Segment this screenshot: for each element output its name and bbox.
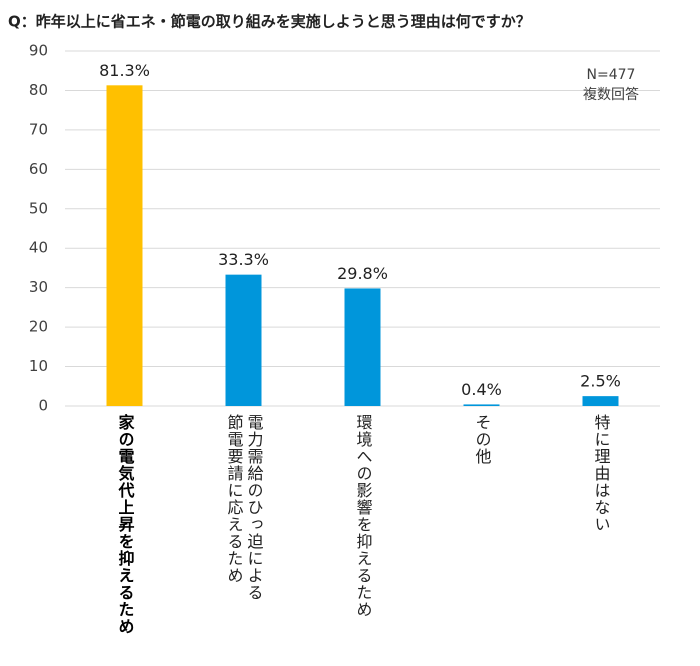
- x-tick-label: 家の電気代上昇を抑えるため: [115, 414, 135, 635]
- value-label: 33.3%: [218, 250, 269, 269]
- value-label: 0.4%: [461, 380, 502, 399]
- y-tick-label: 50: [29, 199, 48, 217]
- y-tick-label: 80: [29, 81, 48, 99]
- y-tick-label: 60: [29, 160, 48, 178]
- annotation: N=477: [587, 67, 636, 83]
- value-label: 29.8%: [337, 264, 388, 283]
- y-tick-label: 20: [29, 318, 48, 336]
- value-label: 2.5%: [580, 372, 621, 391]
- chart-title: Q：昨年以上に省エネ・節電の取り組みを実施しようと思う理由は何ですか？: [8, 13, 531, 31]
- x-tick-label: 環境への影響を抑えるため: [353, 414, 373, 618]
- x-tick-label: その他: [472, 414, 492, 465]
- y-tick-label: 0: [38, 397, 48, 415]
- bar: [225, 274, 262, 406]
- y-tick-label: 70: [29, 120, 48, 138]
- bar: [344, 288, 381, 406]
- y-tick-label: 30: [29, 278, 48, 296]
- value-label: 81.3%: [99, 61, 150, 80]
- x-tick-label: 電力需給のひっ迫による 節電要請に応えるため: [224, 414, 264, 601]
- y-tick-label: 10: [29, 357, 48, 375]
- bar: [463, 404, 500, 406]
- y-tick-label: 40: [29, 239, 48, 257]
- y-tick-label: 90: [29, 42, 48, 60]
- bar: [106, 85, 143, 407]
- annotation: 複数回答: [583, 86, 639, 103]
- x-tick-label: 特に理由はない: [591, 414, 611, 533]
- bar: [582, 396, 619, 406]
